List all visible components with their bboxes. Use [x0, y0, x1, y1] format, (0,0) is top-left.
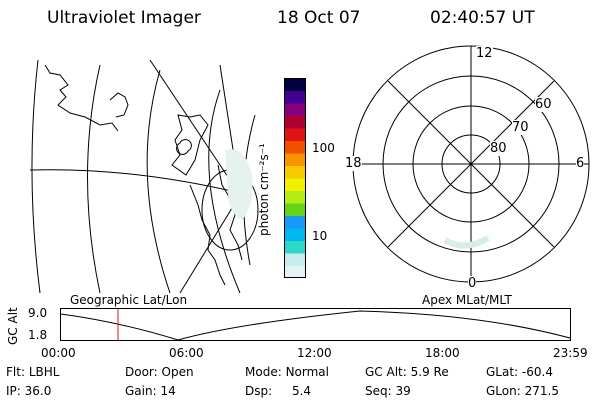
coastline: [189, 184, 226, 286]
colorbar-unit-label: photon cm⁻²s⁻¹: [257, 143, 271, 236]
lat-arc: [87, 64, 101, 294]
alt-right-label: Apex MLat/MLT: [422, 293, 512, 307]
colorbar-swatch: [284, 265, 306, 278]
info-gcalt: GC Alt: 5.9 Re: [365, 365, 449, 379]
mlat-label-80: 80: [490, 141, 507, 156]
colorbar-tick-100: 100: [312, 141, 335, 155]
colorbar-swatch: [284, 253, 306, 266]
info-flt: Flt: LBHL: [6, 365, 60, 379]
colorbar-swatch: [284, 240, 306, 254]
colorbar-swatch: [284, 178, 306, 191]
coastline: [44, 64, 119, 132]
date-label: 18 Oct 07: [277, 8, 361, 28]
alt-y-max: 9.0: [28, 306, 48, 320]
altitude-timeline: [60, 308, 571, 341]
colorbar-swatch: [284, 128, 306, 141]
geographic-map: [30, 59, 259, 294]
lat-arc: [31, 59, 41, 294]
alt-xtick-0: 00:00: [41, 346, 76, 360]
alt-left-label: Geographic Lat/Lon: [70, 293, 188, 307]
mlt-label-top: 12: [476, 46, 493, 61]
colorbar-swatch: [284, 115, 306, 129]
lat-arc: [208, 89, 241, 294]
meridian: [30, 169, 241, 194]
mlt-label-left: 18: [345, 156, 362, 171]
time-label: 02:40:57 UT: [430, 8, 535, 28]
polar-plot: [352, 45, 590, 283]
mlat-label-60: 60: [535, 97, 552, 112]
meridian: [179, 194, 241, 294]
mlt-label-right: 6: [576, 156, 585, 171]
colorbar-swatch: [284, 228, 306, 241]
info-ip: IP: 36.0: [6, 384, 52, 398]
colorbar-swatch: [284, 153, 306, 166]
alt-y-label: GC Alt: [6, 307, 20, 345]
info-door: Door: Open: [125, 365, 194, 379]
alt-xtick-2: 12:00: [297, 346, 332, 360]
coastline: [109, 92, 129, 118]
colorbar-swatch: [284, 190, 306, 204]
polar-axis-diag: [387, 80, 555, 248]
app-title: Ultraviolet Imager: [47, 8, 201, 28]
alt-xtick-3: 18:00: [425, 346, 460, 360]
colorbar-swatch: [284, 203, 306, 216]
mlt-label-bottom: 0: [468, 276, 477, 291]
colorbar-swatch: [284, 140, 306, 154]
alt-frame: [60, 308, 571, 341]
alt-y-min: 1.8: [28, 328, 48, 342]
info-seq: Seq: 39: [365, 384, 411, 398]
info-glon: GLon: 271.5: [486, 384, 559, 398]
colorbar-tick-10: 10: [312, 229, 328, 243]
info-gain: Gain: 14: [125, 384, 176, 398]
mlat-label-70: 70: [512, 120, 529, 135]
colorbar-frame: [284, 78, 306, 278]
aurora-glow: [225, 149, 253, 220]
colorbar-swatch: [284, 165, 306, 179]
colorbar-swatch: [284, 103, 306, 116]
coastline: [171, 114, 209, 176]
coastline: [217, 164, 243, 261]
aurora-trace: [443, 235, 490, 249]
colorbar: [284, 78, 306, 278]
coastline: [176, 139, 192, 155]
info-mode: Mode: Normal: [245, 365, 329, 379]
alt-xtick-1: 06:00: [169, 346, 204, 360]
colorbar-swatch: [284, 78, 306, 91]
info-glat: GLat: -60.4: [486, 365, 553, 379]
lat-arc: [146, 69, 171, 294]
meridian: [149, 59, 241, 196]
colorbar-swatch: [284, 90, 306, 104]
altitude-curve: [60, 310, 571, 341]
colorbar-swatch: [284, 215, 306, 229]
info-dsp: Dsp: 5.4: [245, 384, 312, 398]
alt-xtick-4: 23:59: [553, 346, 588, 360]
